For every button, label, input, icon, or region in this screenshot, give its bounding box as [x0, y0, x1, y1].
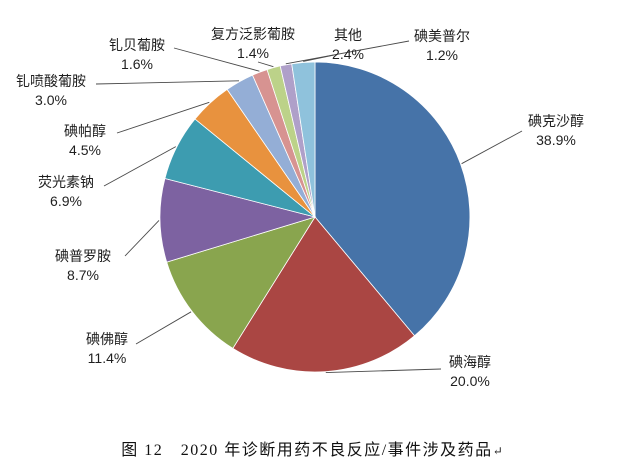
leader-line-1	[325, 368, 442, 374]
slice-percent: 2.4%	[332, 46, 364, 62]
slice-label-iopromide: 碘普罗胺 8.7%	[55, 247, 111, 285]
slice-percent: 11.4%	[87, 350, 127, 366]
slice-percent: 6.9%	[50, 193, 82, 209]
slice-percent: 20.0%	[450, 373, 490, 389]
slice-label-iomeprol: 碘美普尔 1.2%	[414, 27, 470, 65]
slice-name: 碘克沙醇	[528, 113, 584, 129]
leader-line-4	[103, 146, 177, 187]
slice-label-gadobenate: 钆贝葡胺 1.6%	[109, 36, 165, 74]
paragraph-return-mark: ↵	[492, 444, 503, 458]
pie-slice-10	[291, 61, 316, 218]
slice-percent: 3.0%	[35, 92, 67, 108]
leader-line-5	[116, 101, 210, 134]
slice-label-iopamidol: 碘帕醇 4.5%	[64, 122, 106, 160]
slice-name: 复方泛影葡胺	[211, 26, 295, 42]
leader-line-8	[257, 61, 274, 68]
figure-caption-text: 图 12 2020 年诊断用药不良反应/事件涉及药品	[121, 442, 493, 459]
slice-label-iohexol: 碘海醇 20.0%	[449, 353, 491, 391]
leader-line-7	[173, 47, 260, 72]
pie-slice-1	[232, 216, 416, 373]
leader-line-0	[461, 130, 523, 165]
slice-percent: 38.9%	[536, 132, 576, 148]
slice-name: 碘帕醇	[64, 123, 106, 139]
pie-slice-3	[159, 178, 317, 263]
slice-name: 钆喷酸葡胺	[16, 73, 86, 89]
slice-percent: 1.6%	[121, 56, 153, 72]
leader-line-9	[285, 40, 410, 65]
pie-slice-0	[314, 61, 471, 337]
figure-caption: 图 12 2020 年诊断用药不良反应/事件涉及药品↵	[0, 436, 624, 460]
slice-percent: 8.7%	[67, 267, 99, 283]
slice-label-fluorescein-sodium: 荧光素钠 6.9%	[38, 173, 94, 211]
slice-name: 钆贝葡胺	[109, 37, 165, 53]
slice-percent: 1.2%	[426, 47, 458, 63]
leader-line-3	[124, 220, 160, 257]
slice-name: 碘佛醇	[86, 331, 128, 347]
leader-line-2	[135, 311, 192, 345]
slice-percent: 4.5%	[69, 142, 101, 158]
slice-name: 碘海醇	[449, 354, 491, 370]
leader-line-6	[95, 80, 240, 85]
slice-label-compound-diatrizoate: 复方泛影葡胺 1.4%	[211, 25, 295, 63]
slice-percent: 1.4%	[237, 45, 269, 61]
slice-label-other: 其他 2.4%	[332, 26, 364, 64]
slice-label-ioversol: 碘佛醇 11.4%	[86, 330, 128, 368]
slice-label-gadopentetate: 钆喷酸葡胺 3.0%	[16, 72, 86, 110]
slice-name: 其他	[333, 27, 362, 43]
pie-slice-2	[166, 216, 316, 349]
leader-line-10	[303, 54, 335, 62]
slice-name: 碘美普尔	[414, 28, 470, 44]
slice-name: 碘普罗胺	[55, 248, 111, 264]
slice-name: 荧光素钠	[38, 174, 94, 190]
slice-label-iodixanol: 碘克沙醇 38.9%	[528, 112, 584, 150]
